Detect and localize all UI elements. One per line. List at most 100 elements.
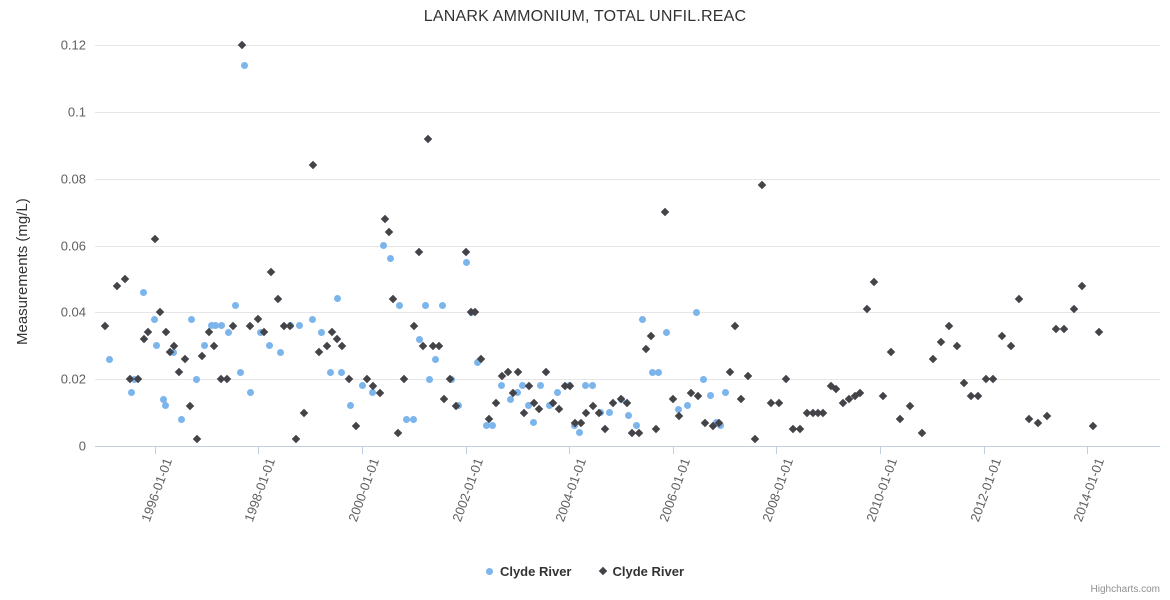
- data-point[interactable]: [434, 341, 443, 350]
- data-point[interactable]: [273, 294, 283, 304]
- data-point[interactable]: [1094, 328, 1104, 337]
- data-point[interactable]: [160, 395, 168, 403]
- data-point[interactable]: [917, 428, 926, 437]
- data-point[interactable]: [161, 328, 171, 337]
- data-point[interactable]: [410, 415, 418, 423]
- data-point[interactable]: [534, 404, 544, 414]
- data-point[interactable]: [245, 321, 255, 330]
- data-point[interactable]: [327, 368, 335, 376]
- data-point[interactable]: [730, 321, 740, 330]
- data-point[interactable]: [253, 314, 263, 324]
- data-point[interactable]: [988, 374, 998, 384]
- data-point[interactable]: [309, 315, 317, 323]
- data-point[interactable]: [869, 278, 879, 287]
- highcharts-credits[interactable]: Highcharts.com: [1090, 584, 1160, 595]
- data-point[interactable]: [237, 368, 245, 376]
- data-point[interactable]: [198, 351, 207, 361]
- data-point[interactable]: [692, 308, 700, 316]
- data-point[interactable]: [506, 395, 514, 403]
- data-point[interactable]: [416, 335, 424, 343]
- data-point[interactable]: [524, 381, 534, 391]
- data-point[interactable]: [737, 394, 746, 404]
- data-point[interactable]: [317, 328, 325, 336]
- data-point[interactable]: [928, 354, 938, 364]
- data-point[interactable]: [241, 61, 249, 69]
- data-point[interactable]: [973, 391, 982, 401]
- data-point[interactable]: [421, 302, 429, 310]
- data-point[interactable]: [393, 428, 403, 437]
- data-point[interactable]: [1025, 415, 1034, 424]
- data-point[interactable]: [368, 389, 376, 397]
- data-point[interactable]: [895, 415, 905, 424]
- data-point[interactable]: [155, 308, 165, 317]
- data-point[interactable]: [204, 328, 214, 337]
- data-point[interactable]: [588, 401, 597, 411]
- data-point[interactable]: [414, 247, 424, 257]
- data-point[interactable]: [937, 338, 946, 347]
- data-point[interactable]: [944, 321, 953, 330]
- data-point[interactable]: [192, 435, 202, 444]
- data-point[interactable]: [774, 398, 784, 407]
- data-point[interactable]: [641, 344, 651, 354]
- data-point[interactable]: [400, 374, 409, 384]
- data-point[interactable]: [700, 375, 708, 383]
- data-point[interactable]: [388, 294, 398, 304]
- data-point[interactable]: [185, 401, 195, 411]
- data-point[interactable]: [683, 402, 691, 410]
- data-point[interactable]: [1042, 411, 1052, 421]
- data-point[interactable]: [380, 242, 388, 249]
- data-point[interactable]: [795, 425, 805, 434]
- data-point[interactable]: [463, 258, 471, 266]
- data-point[interactable]: [781, 374, 791, 384]
- data-point[interactable]: [139, 288, 147, 296]
- data-point[interactable]: [491, 398, 500, 407]
- data-point[interactable]: [322, 341, 331, 350]
- data-point[interactable]: [519, 408, 528, 417]
- data-point[interactable]: [161, 402, 169, 410]
- data-point[interactable]: [386, 255, 394, 263]
- data-point[interactable]: [519, 382, 527, 390]
- data-point[interactable]: [856, 388, 865, 397]
- data-point[interactable]: [554, 389, 562, 397]
- data-point[interactable]: [581, 408, 591, 417]
- data-point[interactable]: [152, 342, 160, 350]
- data-point[interactable]: [582, 382, 590, 390]
- data-point[interactable]: [878, 391, 887, 401]
- data-point[interactable]: [113, 281, 122, 290]
- data-point[interactable]: [674, 405, 682, 413]
- data-point[interactable]: [224, 328, 232, 336]
- data-point[interactable]: [652, 425, 661, 434]
- data-point[interactable]: [266, 342, 274, 350]
- data-point[interactable]: [359, 382, 367, 390]
- data-point[interactable]: [218, 322, 226, 330]
- data-point[interactable]: [231, 302, 239, 310]
- data-point[interactable]: [530, 419, 538, 427]
- data-point[interactable]: [601, 425, 610, 434]
- data-point[interactable]: [266, 267, 276, 277]
- data-point[interactable]: [1033, 418, 1043, 427]
- data-point[interactable]: [439, 394, 449, 404]
- data-point[interactable]: [831, 384, 841, 394]
- data-point[interactable]: [384, 227, 394, 237]
- data-point[interactable]: [188, 315, 196, 323]
- data-point[interactable]: [299, 408, 309, 417]
- data-point[interactable]: [514, 368, 523, 377]
- data-point[interactable]: [725, 368, 735, 377]
- data-point[interactable]: [431, 355, 439, 363]
- data-point[interactable]: [438, 302, 446, 310]
- data-point[interactable]: [337, 341, 347, 350]
- data-point[interactable]: [639, 315, 647, 323]
- legend-item-1[interactable]: Clyde River: [485, 563, 572, 579]
- data-point[interactable]: [952, 341, 962, 350]
- data-point[interactable]: [380, 214, 390, 224]
- data-point[interactable]: [554, 404, 564, 414]
- data-point[interactable]: [212, 322, 220, 330]
- data-point[interactable]: [192, 375, 200, 383]
- data-point[interactable]: [525, 402, 533, 410]
- data-point[interactable]: [296, 322, 304, 330]
- data-point[interactable]: [757, 181, 767, 190]
- data-point[interactable]: [589, 382, 597, 390]
- data-point[interactable]: [208, 322, 216, 330]
- data-point[interactable]: [663, 328, 671, 336]
- data-point[interactable]: [674, 411, 684, 421]
